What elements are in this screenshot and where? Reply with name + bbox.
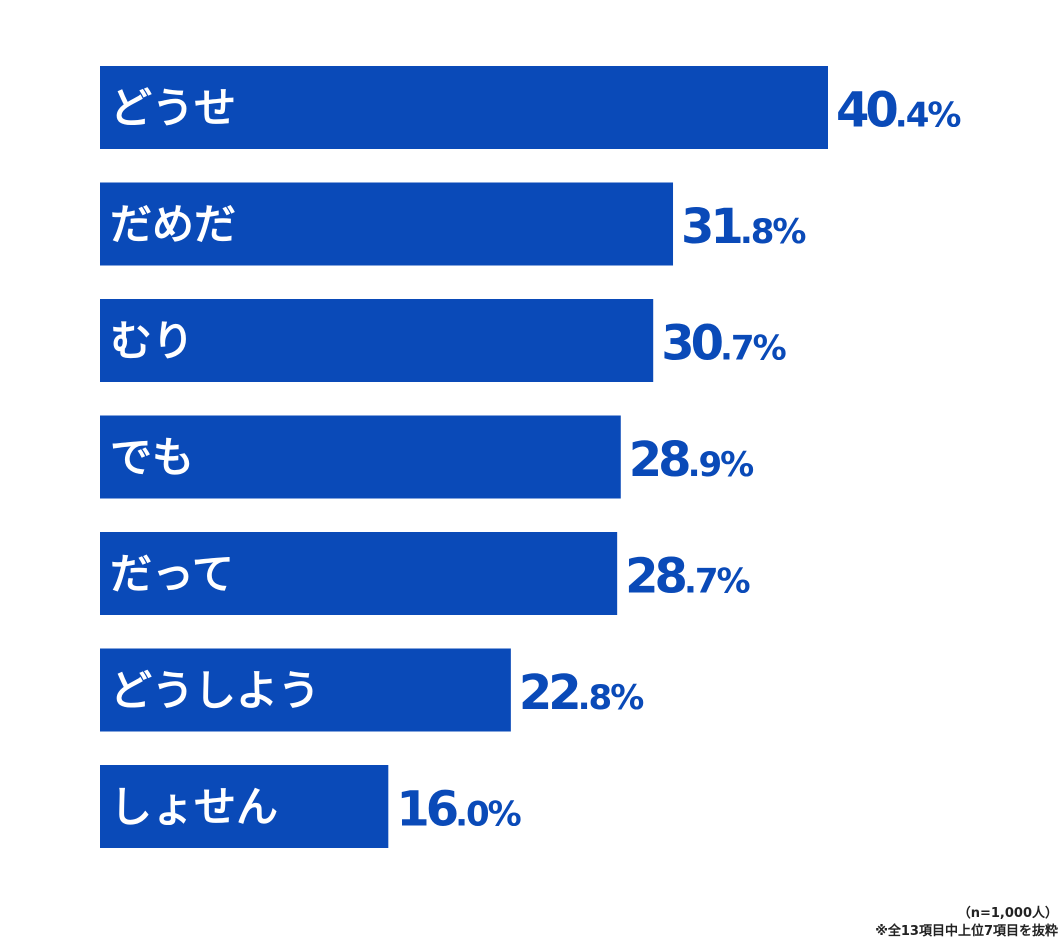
bar <box>100 532 618 615</box>
bar-group: でも 28.9% <box>100 415 755 499</box>
bar-group: だって 28.7% <box>100 532 752 615</box>
bar-category-label: どうしよう <box>110 666 320 715</box>
bar <box>100 182 674 266</box>
bar <box>100 415 621 499</box>
bar-category-label: でも <box>110 433 194 482</box>
bar-value-label: 22.8% <box>519 665 643 721</box>
bar-category-label: だって <box>110 550 234 599</box>
bar-value-label: 16.0% <box>396 782 520 838</box>
bar-value-label: 40.4% <box>836 83 960 139</box>
bar <box>100 648 511 732</box>
bar-category-label: しょせん <box>110 783 278 832</box>
bar-group: むり 30.7% <box>100 299 788 382</box>
bar-value-label: 31.8% <box>681 199 805 255</box>
bar <box>100 66 828 149</box>
bar <box>100 765 389 848</box>
bar <box>100 299 654 382</box>
bar-group: どうしよう 22.8% <box>100 648 645 732</box>
bar-group: だめだ 31.8% <box>100 182 807 266</box>
bar-group: しょせん 16.0% <box>100 765 523 848</box>
bar-category-label: どうせ <box>110 84 236 133</box>
bar-category-label: むり <box>110 317 194 366</box>
sample-size-note: （n=1,000人） <box>957 906 1058 921</box>
bar-value-label: 28.7% <box>625 549 749 605</box>
bar-category-label: だめだ <box>110 200 236 249</box>
bar-value-label: 28.9% <box>629 432 753 488</box>
bar-value-label: 30.7% <box>661 316 785 372</box>
bar-group: どうせ 40.4% <box>100 66 962 149</box>
selection-note: ※全13項目中上位7項目を抜粋 <box>875 924 1058 939</box>
